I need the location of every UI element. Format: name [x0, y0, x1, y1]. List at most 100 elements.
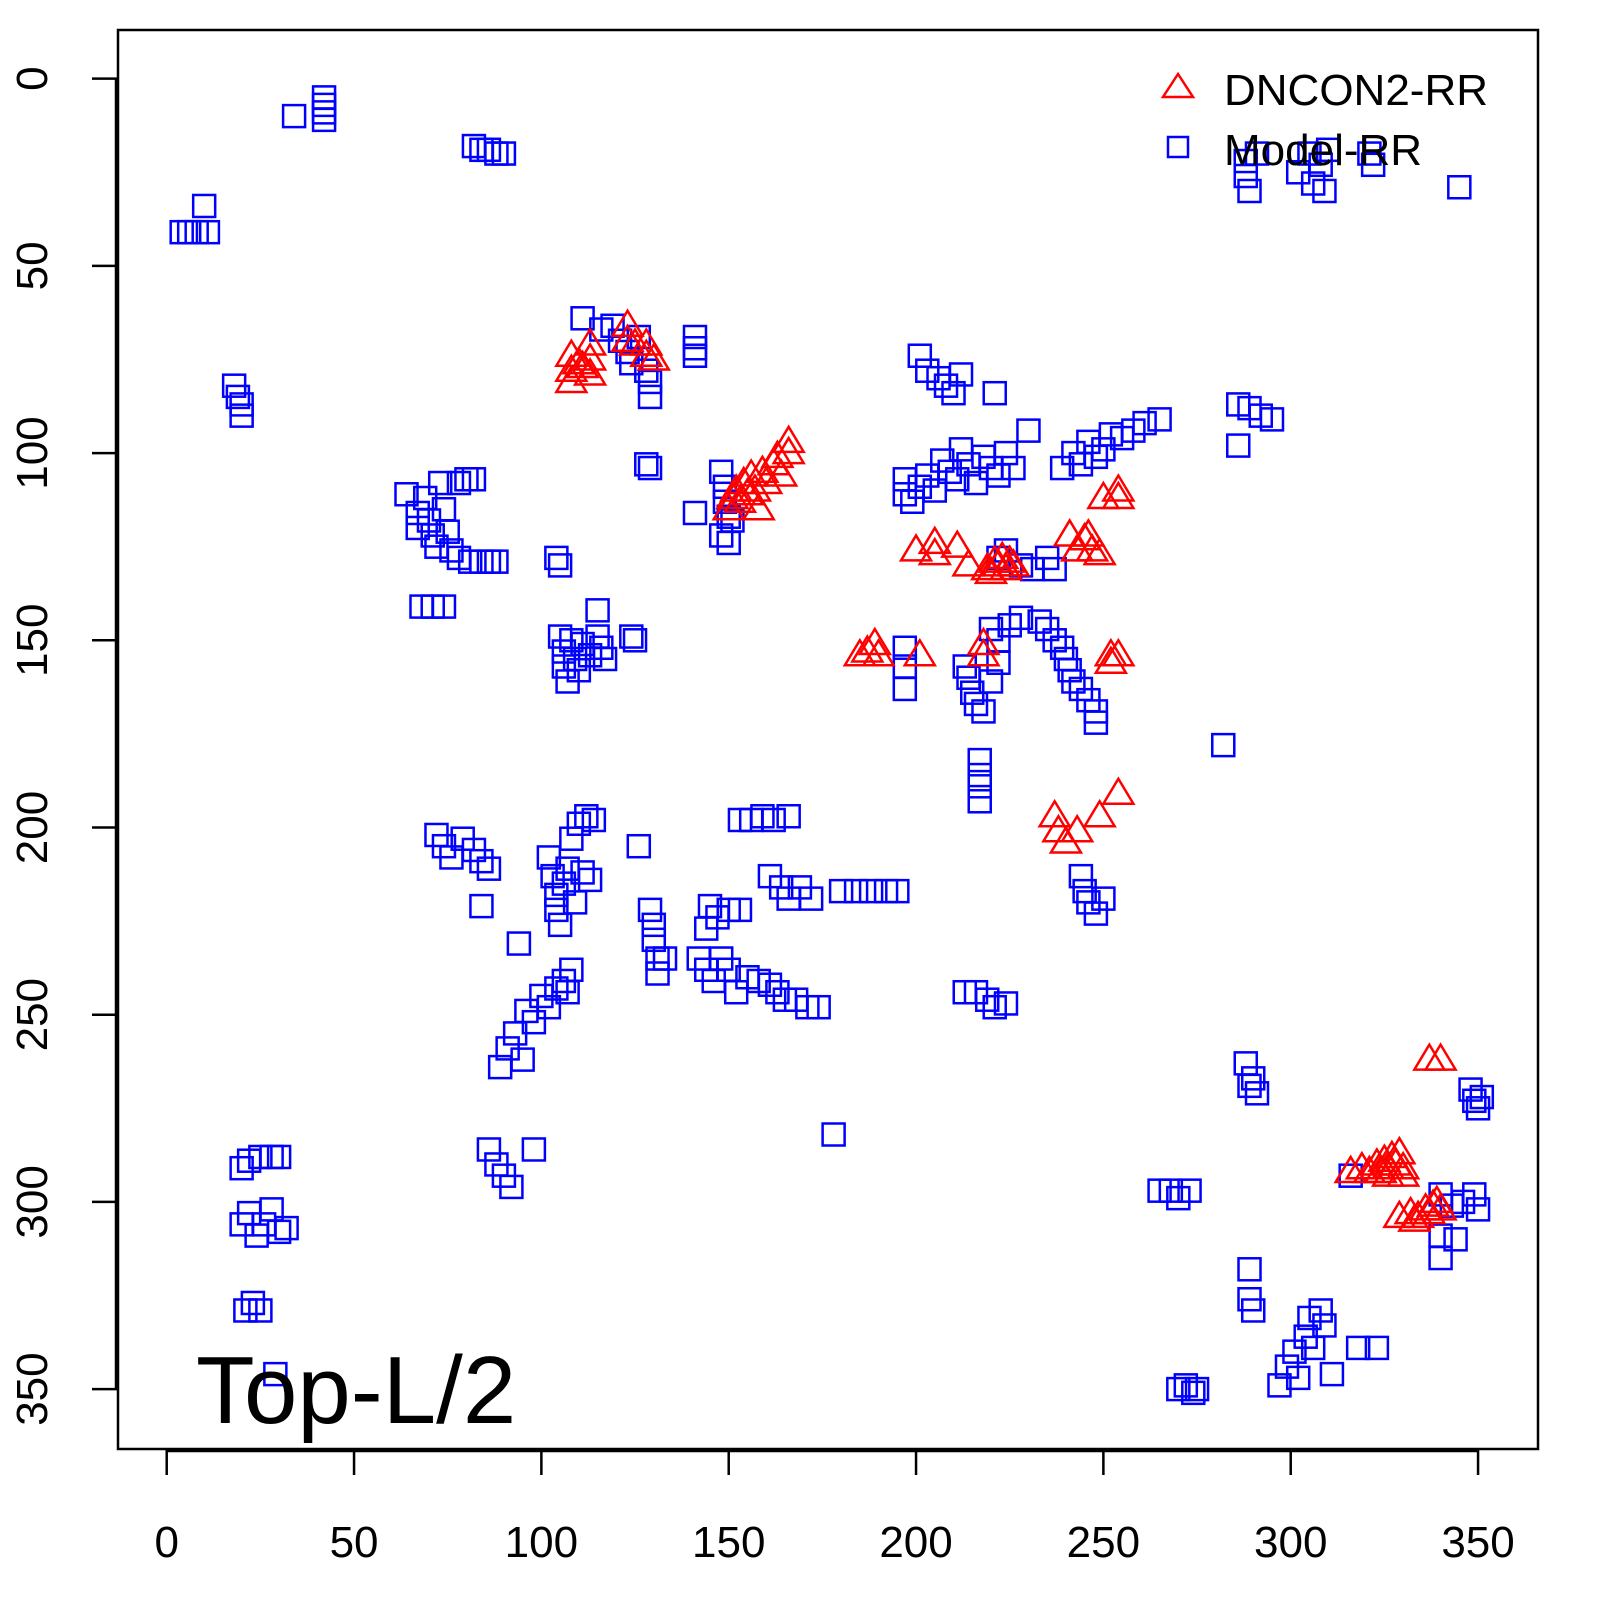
model-rr-point [521, 1137, 547, 1162]
model-rr-point [469, 893, 494, 919]
model-rr-point [682, 343, 708, 368]
model-rr-point [566, 811, 592, 836]
model-rr-point [1244, 141, 1270, 166]
dncon2-rr-point [748, 465, 784, 495]
model-rr-point [637, 455, 663, 481]
y-tick-label: 250 [8, 978, 57, 1051]
model-rr-point [570, 860, 595, 885]
model-rr-point [248, 1298, 273, 1323]
model-rr-point [427, 470, 453, 496]
model-rr-point [476, 1137, 502, 1162]
model-rr-point [967, 789, 992, 814]
dncon2-rr-point [973, 555, 1009, 585]
model-rr-point [461, 467, 487, 492]
model-rr-point [191, 193, 217, 219]
model-rr-point [948, 362, 974, 387]
model-rr-point [1244, 1081, 1270, 1106]
model-rr-point [1158, 1178, 1184, 1203]
model-rr-point [967, 774, 992, 799]
dncon2-rr-point [554, 353, 589, 382]
model-rr-point [1008, 605, 1034, 631]
model-rr-point [1001, 455, 1026, 481]
model-rr-point [967, 747, 992, 773]
model-rr-point [993, 440, 1019, 466]
dncon2-rr-point [561, 345, 597, 375]
model-rr-point [641, 912, 667, 938]
dncon2-rr-point [1344, 1150, 1380, 1180]
model-rr-point [1042, 556, 1067, 582]
model-rr-point [266, 1144, 292, 1170]
dncon2-rr-point [1382, 1135, 1417, 1165]
model-rr-point [484, 549, 509, 574]
dncon2-rr-point [1082, 798, 1117, 828]
model-rr-point [544, 545, 569, 571]
dncon2-rr-point [1052, 518, 1087, 547]
model-rr-point [765, 979, 790, 1005]
model-rr-point [1447, 175, 1472, 200]
model-rr-point [536, 994, 562, 1020]
model-rr-point [1312, 1313, 1337, 1338]
dncon2-rr-point [565, 349, 600, 379]
model-rr-point [622, 628, 648, 653]
dncon2-rr-point [951, 547, 986, 577]
dncon2-rr-point [722, 484, 758, 514]
dncon2-rr-point [1101, 637, 1136, 667]
dncon2-rr-point [629, 338, 664, 367]
model-rr-point [263, 1361, 288, 1387]
model-rr-point [521, 1009, 547, 1035]
model-rr-point [798, 886, 824, 911]
model-rr-point [547, 553, 573, 578]
dncon2-rr-point [572, 357, 608, 386]
dncon2-rr-point [861, 637, 896, 667]
dncon2-rr-point [1333, 1154, 1368, 1184]
annotation-top-l2: Top-L/2 [196, 1337, 516, 1444]
dncon2-rr-point [917, 536, 952, 566]
model-rr-point [757, 972, 783, 997]
model-rr-point [1237, 1073, 1262, 1099]
model-rr-point [547, 912, 573, 938]
y-tick-label: 0 [8, 66, 57, 90]
model-rr-point [274, 1215, 299, 1241]
model-rr-point [435, 519, 460, 544]
dncon2-rr-point [1382, 1199, 1417, 1229]
dncon2-rr-point [857, 626, 893, 656]
legend-square-icon [1166, 135, 1190, 159]
dncon2-rr-point [610, 323, 645, 353]
model-rr-point [169, 219, 194, 245]
model-rr-point [892, 482, 918, 507]
model-rr-point [499, 1174, 524, 1200]
data-marks [169, 85, 1495, 1406]
model-rr-point [637, 384, 663, 410]
model-rr-point [574, 804, 599, 829]
legend-label-dncon2: DNCON2-RR [1224, 66, 1488, 115]
dncon2-rr-point [1363, 1154, 1398, 1184]
model-rr-point [229, 403, 254, 428]
model-rr-point [974, 987, 1000, 1012]
model-rr-point [1237, 1257, 1262, 1282]
dncon2-rr-point [636, 342, 671, 371]
y-tick-label: 50 [8, 241, 57, 290]
model-rr-point [592, 646, 618, 672]
model-rr-point [1241, 1066, 1266, 1091]
model-rr-point [907, 343, 933, 368]
x-tick-label: 50 [330, 1518, 379, 1567]
model-rr-point [1184, 1376, 1210, 1402]
model-rr-point [225, 384, 251, 410]
y-tick-label: 300 [8, 1165, 57, 1238]
model-rr-point [1345, 1335, 1371, 1361]
dncon2-rr-point [1093, 645, 1129, 674]
dncon2-rr-point [917, 525, 952, 555]
model-rr-point [476, 856, 502, 881]
model-rr-point [559, 957, 584, 983]
model-rr-point [843, 878, 869, 904]
model-rr-point [506, 931, 532, 956]
dncon2-rr-point [992, 544, 1027, 573]
model-rr-point [1068, 863, 1094, 889]
model-rr-point [544, 897, 569, 923]
model-rr-point [1083, 901, 1109, 926]
model-rr-point [626, 833, 652, 859]
dncon2-rr-point [730, 476, 765, 506]
dncon2-rr-point [996, 547, 1031, 577]
model-rr-point [1027, 609, 1052, 634]
